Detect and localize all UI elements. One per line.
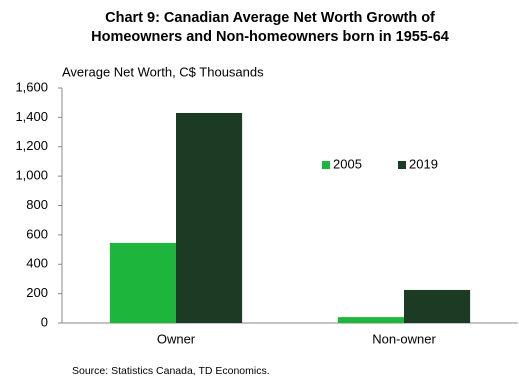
legend-swatch xyxy=(398,161,406,169)
chart-title: Homeowners and Non-homeowners born in 19… xyxy=(91,29,449,45)
x-tick-label: Owner xyxy=(157,331,196,346)
legend-label: 2019 xyxy=(409,156,438,171)
y-axis-label: Average Net Worth, C$ Thousands xyxy=(62,64,264,79)
y-tick-label: 200 xyxy=(26,285,48,300)
bar xyxy=(109,242,176,323)
y-tick-label: 1,000 xyxy=(15,168,48,183)
bar xyxy=(176,112,243,323)
x-tick-label: Non-owner xyxy=(372,331,436,346)
y-tick-label: 1,400 xyxy=(15,109,48,124)
legend-swatch xyxy=(322,161,330,169)
source: Source: Statistics Canada, TD Economics. xyxy=(72,365,270,377)
bar xyxy=(337,317,404,323)
y-tick-label: 0 xyxy=(41,314,48,329)
y-tick-label: 600 xyxy=(26,226,48,241)
y-tick-label: 400 xyxy=(26,256,48,271)
y-tick-label: 1,600 xyxy=(15,79,48,94)
y-tick-label: 1,200 xyxy=(15,138,48,153)
legend-label: 2005 xyxy=(333,156,362,171)
chart-title: Chart 9: Canadian Average Net Worth Grow… xyxy=(105,10,435,26)
bar xyxy=(404,289,471,323)
y-tick-label: 800 xyxy=(26,197,48,212)
